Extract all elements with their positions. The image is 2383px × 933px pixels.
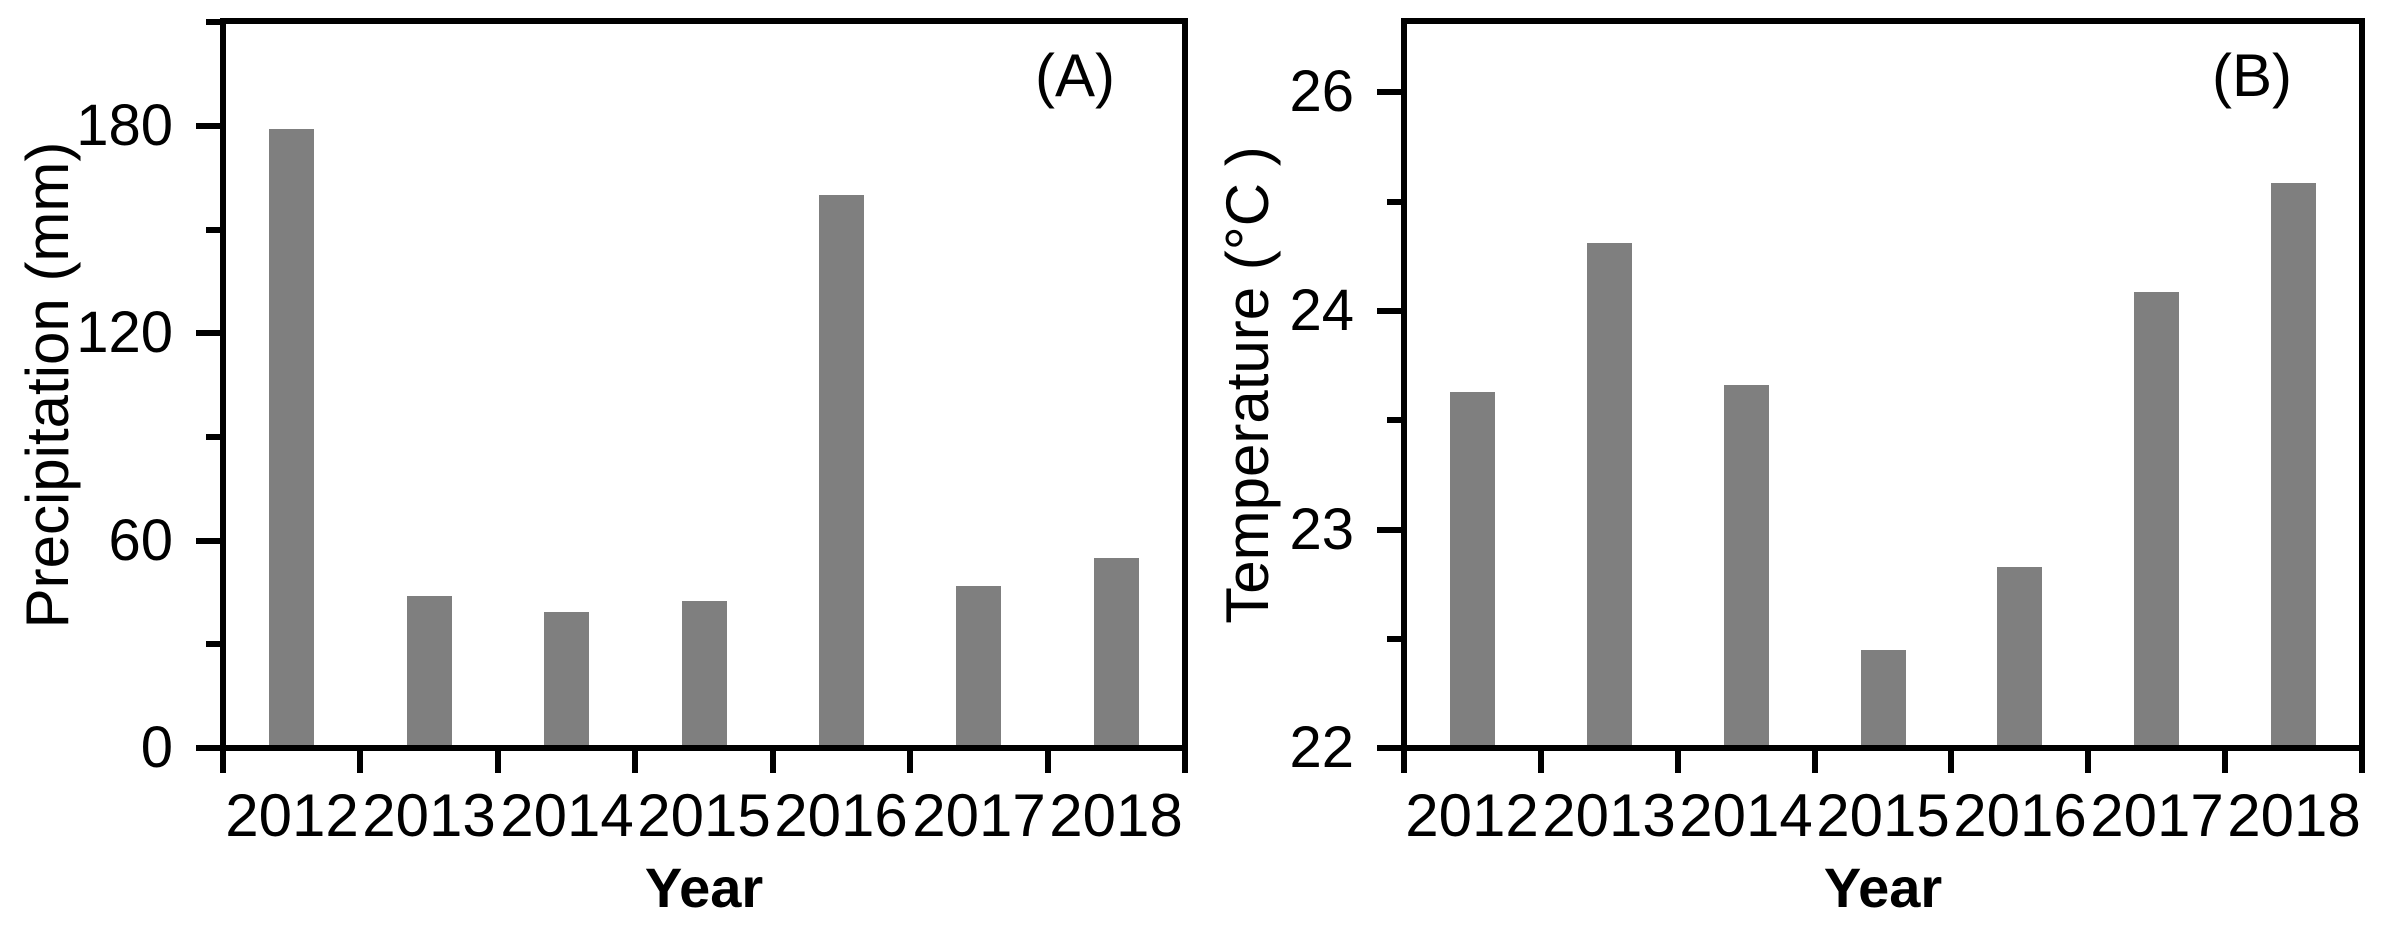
y-tick-label: 22 bbox=[1289, 715, 1354, 780]
x-tick bbox=[1812, 751, 1818, 773]
bar-2015 bbox=[682, 601, 727, 745]
bar-2014 bbox=[544, 612, 589, 745]
x-tick bbox=[357, 751, 363, 773]
y-tick-label: 0 bbox=[140, 715, 173, 780]
y-tick-label: 120 bbox=[76, 300, 173, 365]
x-tick bbox=[2085, 751, 2091, 773]
x-tick bbox=[1948, 751, 1954, 773]
y-major-tick bbox=[1377, 527, 1401, 533]
x-tick-label: 2015 bbox=[1816, 782, 1950, 849]
x-tick bbox=[1538, 751, 1544, 773]
y-axis-title: Precipitation (mm) bbox=[14, 141, 81, 629]
bar-2017 bbox=[956, 586, 1001, 745]
plot-border-top bbox=[220, 18, 1188, 24]
y-major-tick bbox=[196, 123, 220, 129]
x-tick bbox=[1045, 751, 1051, 773]
plot-border-top bbox=[1401, 18, 2365, 24]
y-major-tick bbox=[1377, 89, 1401, 95]
y-axis-line bbox=[220, 18, 226, 751]
y-tick-label: 24 bbox=[1289, 278, 1354, 343]
x-axis-title: Year bbox=[1823, 856, 1943, 919]
x-tick bbox=[495, 751, 501, 773]
x-tick-label: 2018 bbox=[2227, 782, 2361, 849]
y-minor-tick bbox=[1387, 636, 1401, 642]
y-major-tick bbox=[196, 745, 220, 751]
bar-2017 bbox=[2134, 292, 2179, 745]
y-major-tick bbox=[1377, 745, 1401, 751]
x-tick bbox=[632, 751, 638, 773]
x-tick-label: 2013 bbox=[362, 782, 496, 849]
bar-2018 bbox=[1094, 558, 1139, 745]
y-tick-label: 60 bbox=[108, 508, 173, 573]
x-axis-title: Year bbox=[644, 856, 764, 919]
x-tick-label: 2017 bbox=[2090, 782, 2224, 849]
x-tick-label: 2012 bbox=[225, 782, 359, 849]
x-tick bbox=[1182, 751, 1188, 773]
bar-2016 bbox=[819, 195, 864, 745]
x-tick-label: 2012 bbox=[1405, 782, 1539, 849]
y-major-tick bbox=[196, 538, 220, 544]
plot-border-right bbox=[2359, 18, 2365, 751]
x-tick-label: 2016 bbox=[1953, 782, 2087, 849]
x-tick-label: 2014 bbox=[1679, 782, 1813, 849]
x-tick bbox=[907, 751, 913, 773]
y-minor-tick bbox=[1387, 199, 1401, 205]
bar-2015 bbox=[1861, 650, 1906, 745]
bar-2013 bbox=[407, 596, 452, 745]
y-minor-tick bbox=[206, 434, 220, 440]
bar-2012 bbox=[269, 129, 314, 745]
panel-label: (B) bbox=[2212, 42, 2292, 109]
x-tick bbox=[2359, 751, 2365, 773]
y-minor-tick bbox=[206, 641, 220, 647]
bar-2012 bbox=[1450, 392, 1495, 745]
y-minor-tick bbox=[206, 227, 220, 233]
x-tick-label: 2014 bbox=[500, 782, 634, 849]
x-tick bbox=[220, 751, 226, 773]
plot-border-bottom bbox=[220, 745, 1188, 751]
y-major-tick bbox=[1377, 308, 1401, 314]
y-minor-tick bbox=[206, 19, 220, 25]
x-tick-label: 2018 bbox=[1049, 782, 1183, 849]
y-axis-title: Temperature (°C ) bbox=[1214, 146, 1281, 624]
y-major-tick bbox=[196, 330, 220, 336]
bar-2018 bbox=[2271, 183, 2316, 745]
x-tick bbox=[2222, 751, 2228, 773]
x-tick bbox=[1401, 751, 1407, 773]
plot-border-right bbox=[1182, 18, 1188, 751]
x-tick bbox=[770, 751, 776, 773]
bar-2013 bbox=[1587, 243, 1632, 745]
y-tick-label: 23 bbox=[1289, 497, 1354, 562]
bar-2016 bbox=[1997, 567, 2042, 745]
x-tick-label: 2017 bbox=[912, 782, 1046, 849]
x-tick-label: 2013 bbox=[1542, 782, 1676, 849]
bar-2014 bbox=[1724, 385, 1769, 745]
y-tick-label: 180 bbox=[76, 93, 173, 158]
y-axis-line bbox=[1401, 18, 1407, 751]
y-tick-label: 26 bbox=[1289, 59, 1354, 124]
panel-label: (A) bbox=[1035, 42, 1115, 109]
x-tick bbox=[1675, 751, 1681, 773]
x-tick-label: 2015 bbox=[637, 782, 771, 849]
x-tick-label: 2016 bbox=[774, 782, 908, 849]
plot-border-bottom bbox=[1401, 745, 2365, 751]
y-minor-tick bbox=[1387, 417, 1401, 423]
